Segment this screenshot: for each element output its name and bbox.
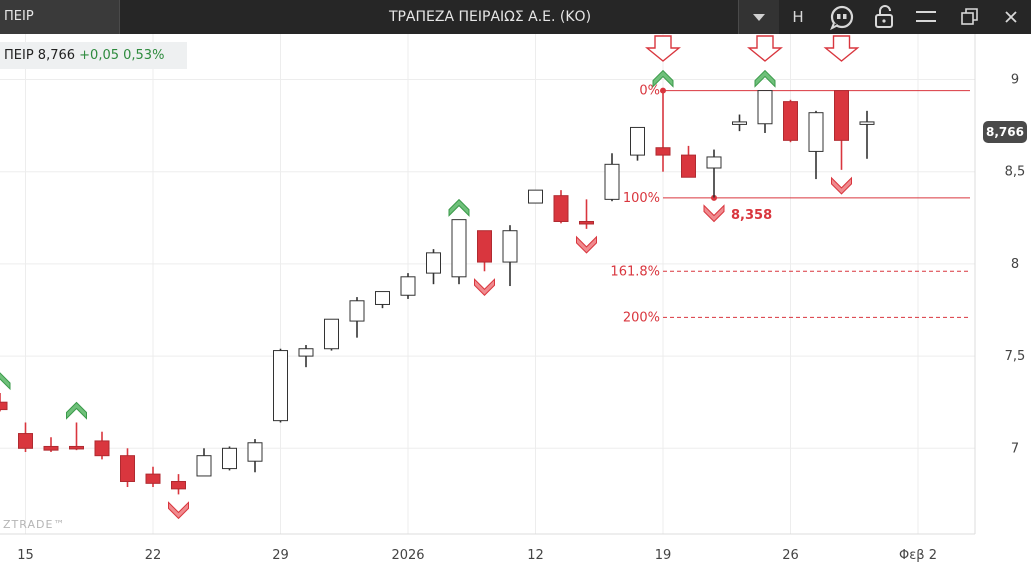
candle-body [145,473,161,484]
y-tick-label: 7,5 [1005,349,1026,364]
close-icon [1005,11,1017,23]
fib-level-label: 200% [623,310,660,325]
candlestick-chart[interactable]: 0% 100% 161.8% 200% 8,358 9 8,5 8 7,5 7 15 22 29 20… [0,34,1031,567]
window-title: ΤΡΑΠΕΖΑ ΠΕΙΡΑΙΩΣ Α.Ε. (ΚΟ) [388,9,592,25]
chevron-down-icon [753,14,765,21]
bullish-pattern-marker [0,372,11,391]
bearish-pattern-marker [576,235,597,254]
fibonacci-levels: 0% 100% 161.8% 200% 8,358 [610,84,970,325]
candle-body [196,455,212,477]
x-tick-label: 29 [272,548,289,563]
candle-body [757,90,773,125]
candle-body [120,455,135,482]
bullish-pattern-marker [448,198,470,217]
x-tick-label: 19 [655,548,672,563]
candle-body [375,291,390,305]
bearish-pattern-marker [168,501,189,520]
y-tick-label: 9 [1011,73,1019,88]
candle-body [630,126,645,156]
x-tick-label: 2026 [391,548,424,563]
menu-icon [916,11,936,22]
pattern-markers [0,35,860,520]
candle-body [681,154,696,178]
candle-body [18,433,33,449]
quote-bubble-icon [830,5,854,31]
candle-body [655,147,671,156]
candle-body [94,440,110,457]
watermark: ZTRADE™ [3,518,66,531]
fib-level-label: 0% [639,84,660,99]
candle-body [579,220,594,225]
candle-body [502,230,518,263]
menu-button[interactable] [908,0,944,34]
candle-body [0,401,8,411]
candle-body [349,300,365,322]
candle-body [808,112,824,152]
fib-level-label: 100% [623,191,660,206]
candle-body [43,445,59,451]
y-axis: 9 8,5 8 7,5 7 [1005,73,1026,457]
title-bar: ΠΕΙΡ ΤΡΑΠΕΖΑ ΠΕΙΡΑΙΩΣ Α.Ε. (ΚΟ) H [0,0,1031,34]
chart-grid [0,34,976,535]
symbol-dropdown[interactable] [738,0,779,34]
candle-body [528,189,543,204]
bearish-pattern-marker [831,176,852,195]
candles [0,90,875,495]
fib-anchor-high [660,87,666,94]
quote-box: ΠΕΙΡ 8,766 +0,05 0,53% [0,42,187,69]
y-tick-label: 8 [1011,257,1019,272]
restore-button[interactable] [952,0,988,34]
candle-body [604,163,620,200]
bearish-pattern-marker [703,204,725,223]
candle-body [400,276,416,296]
x-tick-label: 12 [527,548,544,563]
candle-body [69,445,84,450]
candle-body [732,121,747,125]
candle-body [273,350,288,422]
candle-body [171,480,186,490]
candle-body [834,90,849,141]
unlock-icon [875,5,893,28]
signal-down-arrow [645,35,681,62]
candle-body [222,447,237,470]
bullish-pattern-marker [754,69,776,88]
fib-level-label: 161.8% [610,264,660,279]
y-tick-label: 8,5 [1005,165,1026,180]
h-button[interactable]: H [792,8,804,26]
swing-low-label: 8,358 [731,208,772,223]
x-tick-label: Φεβ 2 [899,548,937,563]
signal-down-arrow [747,35,783,62]
bearish-pattern-marker [474,278,495,296]
restore-window-icon [961,8,978,25]
close-button[interactable] [993,0,1029,34]
candle-body [298,348,314,357]
candle-body [783,101,798,141]
symbol-tab[interactable]: ΠΕΙΡ [0,0,120,34]
signal-down-arrow [823,35,860,62]
candle-body [553,195,569,222]
candle-body [451,219,467,278]
last-price-badge: 8,766 [983,121,1027,143]
bullish-pattern-marker [66,401,87,420]
lock-button[interactable] [866,0,902,34]
candle-body [706,156,722,169]
candle-body [247,442,263,462]
candle-body [859,121,875,125]
price-change: +0,05 0,53% [79,48,165,63]
x-tick-label: 22 [145,548,162,563]
quote-bubble-button[interactable] [824,0,860,34]
bullish-pattern-marker [652,69,674,88]
fib-anchor-low [711,194,717,201]
x-tick-label: 26 [782,548,799,563]
candle-body [426,252,441,274]
candle-body [477,230,492,263]
candle-body [324,318,339,350]
symbol-price: ΠΕΙΡ 8,766 [4,48,76,63]
y-tick-label: 7 [1011,441,1019,456]
x-tick-label: 15 [17,548,34,563]
